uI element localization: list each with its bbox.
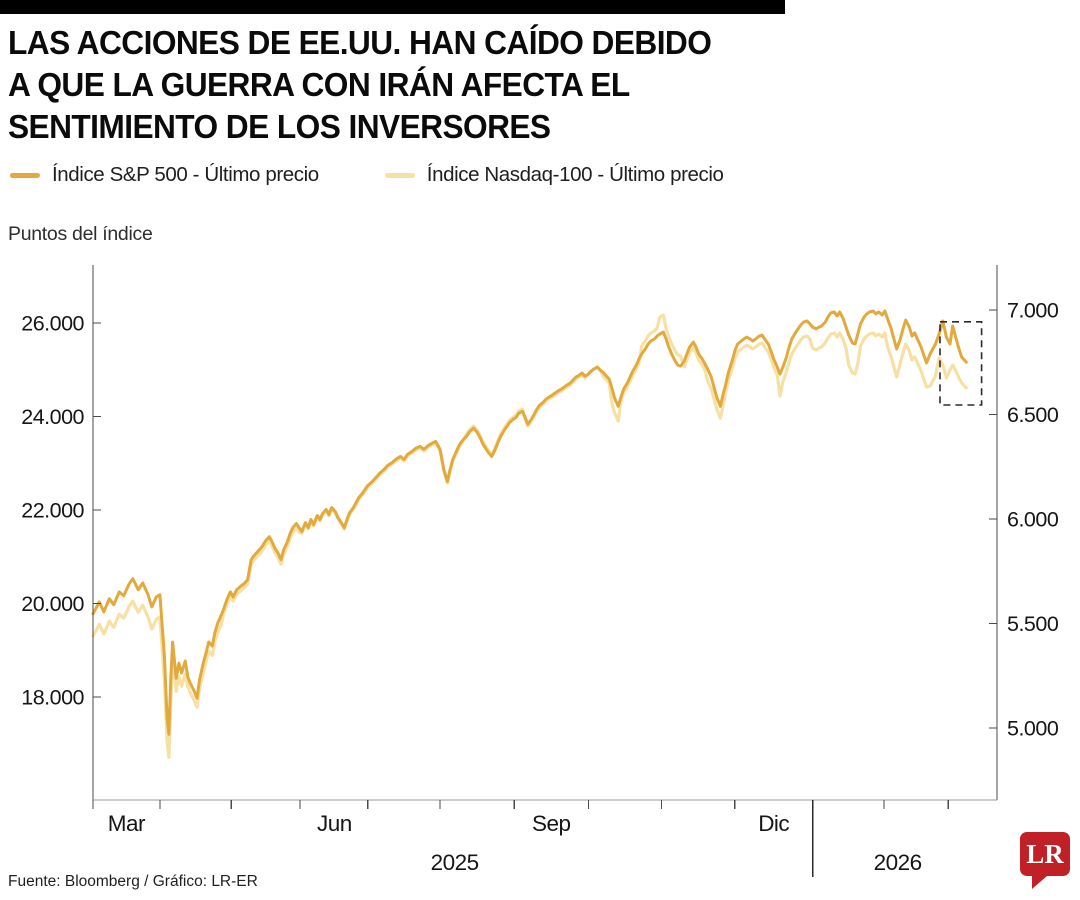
svg-text:20.000: 20.000	[21, 592, 84, 616]
svg-text:2026: 2026	[874, 850, 922, 875]
right-axis-labels: 5.000 5.500 6.000 6.500 7.000	[1007, 298, 1059, 740]
sp500-line	[91, 309, 968, 736]
svg-text:5.000: 5.000	[1007, 716, 1059, 740]
nasdaq100-line-swatch	[384, 172, 415, 178]
lr-logo-text: LR	[1026, 838, 1064, 869]
svg-text:6.000: 6.000	[1007, 507, 1059, 531]
page-title: LAS ACCIONES DE EE.UU. HAN CAÍDO DEBIDO …	[8, 22, 853, 148]
y-axis-title: Puntos del índice	[8, 223, 153, 245]
svg-text:6.500: 6.500	[1007, 403, 1059, 427]
svg-text:2025: 2025	[431, 850, 479, 875]
source-text: Fuente: Bloomberg / Gráfico: LR-ER	[8, 873, 258, 890]
svg-text:24.000: 24.000	[21, 405, 84, 429]
nasdaq100-line	[91, 313, 968, 759]
svg-text:22.000: 22.000	[21, 499, 84, 523]
svg-text:7.000: 7.000	[1007, 298, 1059, 322]
svg-text:Mar: Mar	[108, 811, 146, 836]
legend-item-sp500: Índice S&P 500 - Último precio	[10, 163, 319, 187]
highlight-box	[939, 320, 983, 406]
svg-text:Jun: Jun	[317, 811, 352, 836]
svg-text:26.000: 26.000	[21, 312, 84, 336]
svg-text:Sep: Sep	[532, 811, 571, 836]
legend-label-sp500: Índice S&P 500 - Último precio	[52, 163, 319, 186]
x-axis-labels: Mar Jun Sep Dic 2025 2026	[108, 811, 922, 875]
page-title-line-2: A QUE LA GUERRA CON IRÁN AFECTA EL	[8, 66, 630, 103]
page-title-line-1: LAS ACCIONES DE EE.UU. HAN CAÍDO DEBIDO	[8, 24, 712, 61]
axes	[92, 265, 998, 809]
page-title-line-3: SENTIMIENTO DE LOS INVERSORES	[8, 108, 551, 145]
lr-logo: LR	[1020, 832, 1070, 889]
sp500-line-swatch	[10, 172, 40, 178]
legend-item-nasdaq100: Índice Nasdaq-100 - Último precio	[384, 163, 724, 187]
left-axis-labels: 18.000 20.000 22.000 24.000 26.000	[21, 312, 85, 710]
chart-legend: Índice S&P 500 - Último precio Índice Na…	[10, 163, 724, 187]
legend-label-nasdaq100: Índice Nasdaq-100 - Último precio	[426, 163, 724, 186]
svg-text:18.000: 18.000	[21, 686, 84, 710]
svg-text:Dic: Dic	[758, 811, 789, 836]
svg-text:5.500: 5.500	[1007, 612, 1059, 636]
top-bar	[0, 0, 785, 14]
